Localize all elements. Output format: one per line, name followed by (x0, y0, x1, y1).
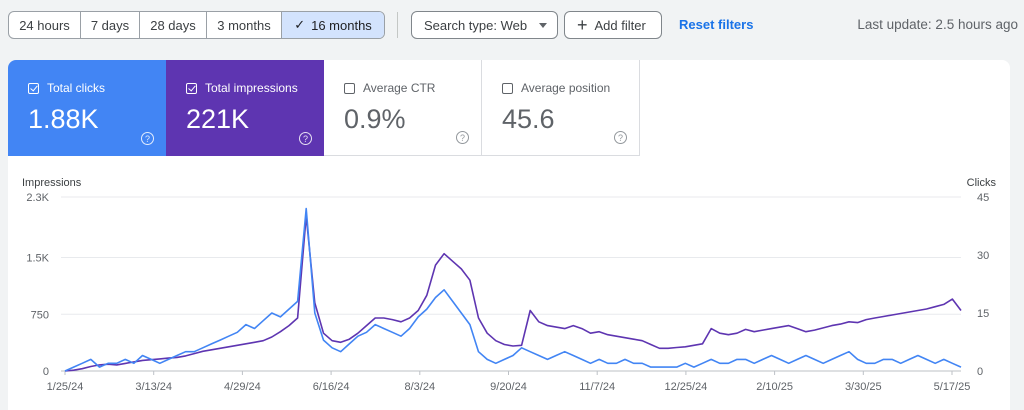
checkbox-checked-icon[interactable] (186, 82, 197, 94)
range-3-months-button[interactable]: 3 months (207, 12, 282, 38)
range-label: 24 hours (19, 17, 70, 33)
metric-value: 45.6 (502, 104, 555, 134)
metric-average-position[interactable]: Average position 45.6 ? (482, 60, 640, 156)
date-range-selector: 24 hours 7 days 28 days 3 months ✓ 16 mon… (8, 11, 385, 39)
checkbox-unchecked-icon[interactable] (502, 82, 513, 94)
right-tick-label: 15 (977, 308, 989, 320)
help-icon[interactable]: ? (614, 131, 627, 144)
add-filter-label: Add filter (594, 17, 646, 33)
metric-average-ctr[interactable]: Average CTR 0.9% ? (324, 60, 482, 156)
right-axis-title: Clicks (967, 177, 997, 189)
left-tick-label: 750 (31, 309, 49, 321)
metric-total-impressions[interactable]: Total impressions 221K ? (166, 60, 324, 156)
help-icon[interactable]: ? (141, 132, 154, 145)
performance-card: Total clicks 1.88K ? Total impressions 2… (8, 60, 1010, 410)
checkbox-unchecked-icon[interactable] (344, 82, 355, 94)
x-tick-label: 6/16/24 (313, 381, 350, 393)
metric-label: Total clicks (47, 81, 106, 95)
x-tick-label: 11/7/24 (579, 381, 615, 393)
right-tick-label: 30 (977, 250, 989, 262)
range-28-days-button[interactable]: 28 days (140, 12, 207, 38)
checkbox-checked-icon[interactable] (28, 82, 39, 94)
x-tick-label: 5/17/25 (934, 381, 971, 393)
help-icon[interactable]: ? (299, 132, 312, 145)
x-tick-label: 2/10/25 (756, 381, 793, 393)
left-axis-title: Impressions (22, 177, 82, 189)
toolbar: 24 hours 7 days 28 days 3 months ✓ 16 mon… (0, 0, 1024, 50)
help-icon[interactable]: ? (456, 131, 469, 144)
left-tick-label: 1.5K (26, 253, 49, 265)
range-7-days-button[interactable]: 7 days (81, 12, 140, 38)
chart-svg: Impressions Clicks 2.3K 1.5K 750 0 45 30 15 0 1/25… (22, 177, 997, 393)
right-tick-label: 0 (977, 366, 983, 378)
range-label: 16 months (311, 17, 372, 33)
x-tick-label: 4/29/24 (224, 381, 261, 393)
caret-down-icon (539, 22, 548, 28)
metric-label: Average CTR (363, 81, 436, 95)
range-label: 7 days (90, 17, 130, 33)
plus-icon: + (577, 15, 588, 35)
metric-label-row: Average CTR (344, 81, 435, 95)
series-line-clicks (64, 207, 962, 372)
search-type-dropdown[interactable]: Search type: Web (411, 11, 558, 39)
x-tick-label: 9/20/24 (490, 381, 527, 393)
metric-label-row: Average position (502, 81, 610, 95)
metric-label-row: Total clicks (28, 81, 105, 95)
performance-chart: Impressions Clicks 2.3K 1.5K 750 0 45 30 15 0 1/25… (8, 156, 1010, 410)
x-tick-label: 1/25/24 (47, 381, 84, 393)
range-label: 28 days (150, 17, 196, 33)
range-16-months-button[interactable]: ✓ 16 months (282, 12, 384, 38)
reset-filters-link[interactable]: Reset filters (679, 17, 754, 32)
add-filter-button[interactable]: + Add filter (564, 11, 662, 39)
range-label: 3 months (217, 17, 271, 33)
x-tick-label: 12/25/24 (664, 381, 707, 393)
metric-total-clicks[interactable]: Total clicks 1.88K ? (8, 60, 166, 156)
left-tick-label: 0 (43, 366, 49, 378)
x-tick-label: 8/3/24 (405, 381, 436, 393)
metric-label-row: Total impressions (186, 81, 298, 95)
metric-value: 221K (186, 104, 250, 134)
metric-label: Total impressions (205, 81, 298, 95)
toolbar-divider (397, 12, 398, 38)
x-tick-label: 3/30/25 (845, 381, 882, 393)
metric-value: 0.9% (344, 104, 406, 134)
metric-value: 1.88K (28, 104, 99, 134)
search-type-label: Search type: Web (424, 17, 528, 33)
metric-label: Average position (521, 81, 611, 95)
range-24-hours-button[interactable]: 24 hours (9, 12, 81, 38)
series-line-impressions (64, 215, 962, 372)
last-update-text: Last update: 2.5 hours ago (857, 17, 1018, 32)
right-tick-label: 45 (977, 192, 989, 204)
x-tick-label: 3/13/24 (135, 381, 172, 393)
left-tick-label: 2.3K (26, 192, 49, 204)
check-icon: ✓ (294, 17, 306, 32)
